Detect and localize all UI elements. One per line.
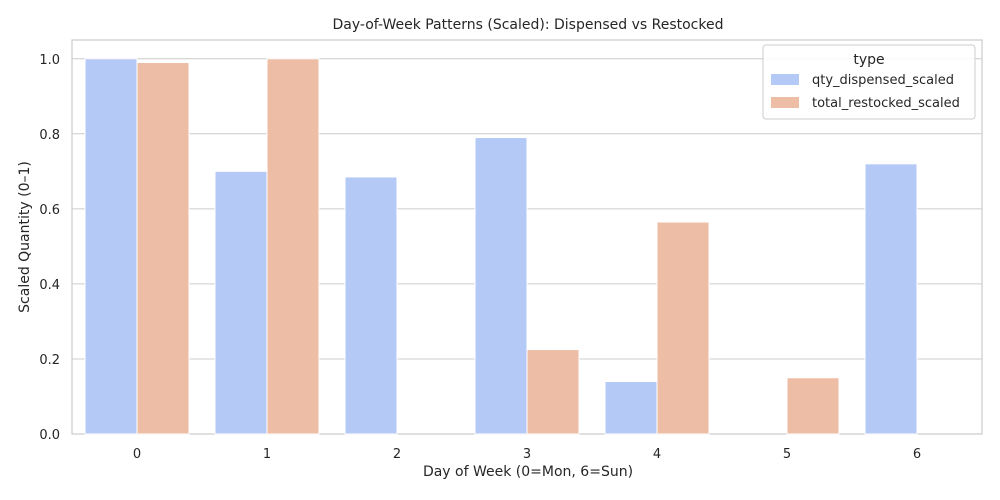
x-tick-label: 2: [393, 447, 401, 462]
x-axis-label: Day of Week (0=Mon, 6=Sun): [423, 464, 633, 480]
bar-restocked-day-1: [266, 58, 320, 435]
y-tick-labels: 0.0 0.2 0.4 0.6 0.8 1.0: [39, 53, 60, 443]
y-axis-label: Scaled Quantity (0–1): [17, 161, 33, 313]
x-tick-labels: 0 1 2 3 4 5 6: [133, 447, 921, 462]
bar-dispensed-day-0: [84, 58, 138, 435]
legend-box: [762, 44, 976, 120]
y-tick-label: 0.2: [39, 353, 60, 368]
y-tick-label: 0.0: [39, 428, 60, 443]
chart-title: Day-of-Week Patterns (Scaled): Dispensed…: [333, 17, 724, 33]
bar-dispensed-day-2: [344, 176, 398, 435]
legend-title: type: [853, 52, 884, 68]
legend-label-restocked: total_restocked_scaled: [812, 96, 960, 111]
bar-restocked-day-4: [656, 221, 710, 435]
bar-restocked-day-0: [136, 62, 190, 435]
x-tick-label: 6: [913, 447, 921, 462]
legend-swatch-restocked: [771, 97, 799, 108]
bars: [84, 58, 918, 435]
y-tick-label: 0.8: [39, 128, 60, 143]
legend-swatch-dispensed: [771, 74, 799, 85]
bar-restocked-day-3: [526, 349, 580, 435]
x-tick-label: 3: [523, 447, 531, 462]
y-tick-label: 0.6: [39, 203, 60, 218]
legend-label-dispensed: qty_dispensed_scaled: [812, 73, 954, 88]
x-tick-label: 5: [783, 447, 791, 462]
bar-dispensed-day-3: [474, 137, 528, 435]
y-tick-label: 1.0: [39, 53, 60, 68]
bar-restocked-day-5: [786, 377, 840, 435]
x-tick-label: 0: [133, 447, 141, 462]
bar-dispensed-day-4: [604, 380, 658, 435]
bar-dispensed-day-6: [864, 163, 918, 435]
x-tick-label: 1: [263, 447, 271, 462]
y-tick-label: 0.4: [39, 278, 60, 293]
x-tick-label: 4: [653, 447, 661, 462]
legend: type qty_dispensed_scaled total_restocke…: [762, 44, 976, 120]
bar-dispensed-day-1: [214, 170, 268, 435]
